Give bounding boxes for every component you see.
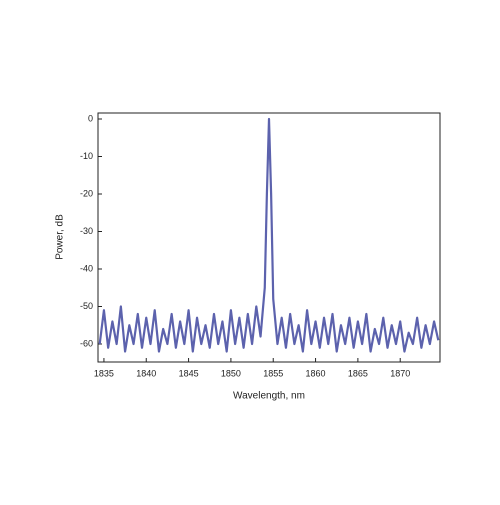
x-tick-label: 1850 [221,368,241,378]
x-tick-label: 1855 [263,368,283,378]
y-tick-label: 0 [88,113,93,123]
spectrum-line [98,117,440,353]
x-tick-label: 1840 [136,368,156,378]
y-tick-label: -50 [80,301,93,311]
x-tick-label: 1865 [348,368,368,378]
x-tick-label: 1860 [306,368,326,378]
y-tick-label: -30 [80,226,93,236]
y-tick-label: -60 [80,338,93,348]
x-tick-label: 1835 [94,368,114,378]
y-tick-label: -20 [80,188,93,198]
x-tick-label: 1870 [390,368,410,378]
x-axis-label: Wavelength, nm [233,391,305,402]
y-axis-label: Power, dB [55,214,66,260]
x-tick-label: 1845 [179,368,199,378]
y-tick-label: -40 [80,263,93,273]
plot-frame [97,112,441,363]
y-tick-label: -10 [80,151,93,161]
